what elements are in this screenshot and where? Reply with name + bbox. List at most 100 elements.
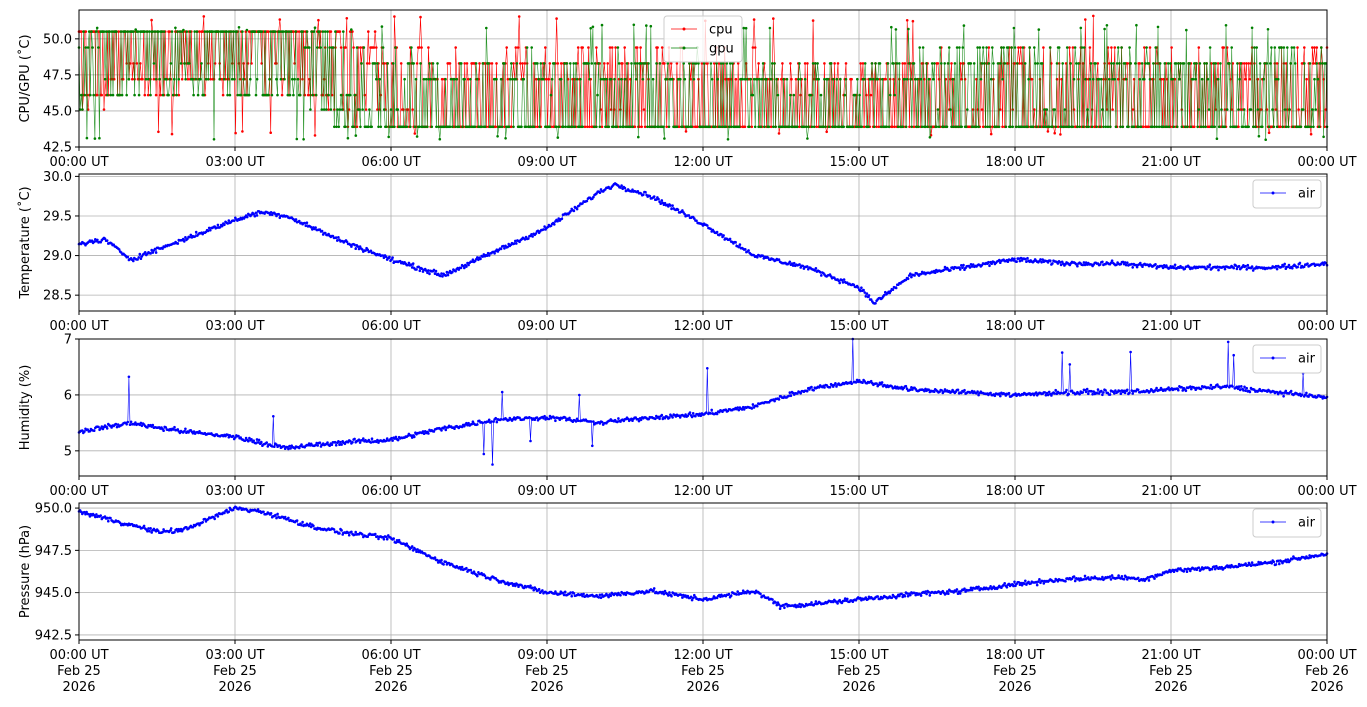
data-point bbox=[947, 46, 951, 49]
data-point bbox=[481, 62, 485, 65]
data-point bbox=[369, 249, 373, 253]
data-point bbox=[275, 443, 278, 447]
data-point bbox=[514, 77, 518, 81]
data-point bbox=[823, 77, 826, 81]
data-point bbox=[139, 421, 143, 425]
data-point bbox=[289, 30, 293, 33]
data-point bbox=[1106, 125, 1110, 129]
data-point bbox=[342, 30, 345, 33]
data-point bbox=[819, 93, 823, 97]
data-point bbox=[277, 212, 281, 216]
data-point bbox=[1042, 46, 1045, 49]
data-point bbox=[95, 513, 98, 516]
data-point bbox=[1213, 125, 1216, 129]
data-point bbox=[678, 416, 682, 419]
data-point bbox=[203, 517, 207, 521]
data-point bbox=[359, 125, 362, 129]
data-point bbox=[538, 125, 541, 129]
data-point bbox=[687, 214, 691, 217]
data-point bbox=[609, 77, 613, 81]
data-point bbox=[525, 46, 529, 49]
data-point bbox=[550, 77, 554, 81]
data-point bbox=[716, 77, 719, 81]
data-point bbox=[1280, 265, 1283, 269]
data-point bbox=[1018, 62, 1021, 65]
data-point bbox=[415, 550, 418, 553]
data-point bbox=[788, 391, 792, 394]
data-point bbox=[615, 125, 619, 129]
data-point bbox=[952, 125, 955, 129]
data-point bbox=[127, 375, 131, 379]
data-point bbox=[246, 62, 250, 65]
data-point bbox=[420, 46, 423, 49]
data-point bbox=[1154, 263, 1157, 266]
data-point bbox=[90, 30, 93, 33]
data-point bbox=[117, 30, 120, 33]
data-point bbox=[1072, 77, 1076, 81]
data-point bbox=[950, 125, 953, 129]
data-point bbox=[617, 62, 621, 65]
data-point bbox=[173, 77, 176, 81]
data-point bbox=[1180, 108, 1184, 111]
data-point bbox=[427, 77, 430, 81]
data-point bbox=[1071, 125, 1075, 129]
data-point bbox=[1229, 125, 1232, 129]
data-point bbox=[191, 77, 194, 81]
data-point bbox=[891, 125, 894, 129]
data-point bbox=[873, 125, 876, 129]
data-point bbox=[877, 125, 881, 129]
data-point bbox=[867, 125, 870, 129]
data-point bbox=[740, 408, 744, 411]
data-point bbox=[842, 125, 845, 129]
legend-label-air: air bbox=[1298, 187, 1316, 202]
data-point bbox=[795, 125, 799, 129]
data-point bbox=[616, 420, 619, 424]
data-point bbox=[311, 93, 315, 97]
data-point bbox=[320, 108, 324, 111]
data-point bbox=[790, 77, 793, 81]
data-point bbox=[97, 425, 100, 429]
data-point bbox=[135, 62, 139, 65]
data-point bbox=[722, 62, 725, 65]
data-point bbox=[351, 441, 354, 444]
data-point bbox=[763, 125, 766, 129]
data-point bbox=[675, 125, 679, 129]
data-point bbox=[1312, 262, 1316, 266]
data-point bbox=[623, 77, 626, 81]
data-point bbox=[738, 125, 741, 129]
data-point bbox=[1287, 263, 1291, 267]
data-point bbox=[268, 77, 271, 81]
data-point bbox=[169, 62, 173, 65]
data-point bbox=[275, 77, 278, 81]
data-point bbox=[1127, 125, 1130, 129]
data-point bbox=[191, 525, 195, 529]
data-point bbox=[1226, 340, 1230, 344]
data-point bbox=[961, 266, 964, 270]
data-point bbox=[242, 77, 245, 81]
data-point bbox=[375, 77, 378, 81]
data-point bbox=[481, 255, 485, 258]
data-point bbox=[591, 444, 594, 448]
data-point bbox=[536, 62, 539, 65]
data-point bbox=[1239, 62, 1243, 65]
data-point bbox=[655, 62, 658, 65]
data-point bbox=[962, 263, 965, 267]
data-point bbox=[639, 418, 643, 422]
data-point bbox=[769, 125, 773, 129]
data-point bbox=[658, 417, 661, 421]
data-point bbox=[1143, 77, 1146, 81]
data-point bbox=[457, 125, 461, 129]
data-point bbox=[154, 77, 158, 81]
data-point bbox=[826, 77, 830, 81]
data-point bbox=[1068, 46, 1071, 49]
data-point bbox=[1180, 125, 1184, 129]
data-point bbox=[818, 270, 822, 274]
data-point bbox=[490, 62, 494, 65]
data-point bbox=[750, 125, 754, 129]
data-point bbox=[758, 77, 761, 81]
data-point bbox=[1067, 392, 1070, 396]
data-point bbox=[869, 379, 873, 383]
data-point bbox=[608, 46, 612, 49]
data-point bbox=[124, 30, 127, 33]
data-point bbox=[1056, 262, 1060, 265]
